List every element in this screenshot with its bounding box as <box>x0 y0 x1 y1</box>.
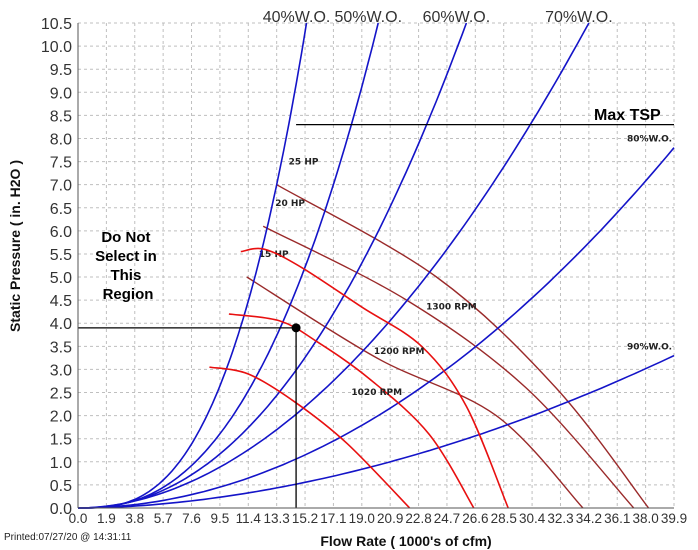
printed-timestamp: Printed:07/27/20 @ 14:31:11 <box>4 532 132 543</box>
chart-curves: 15 HP 20 HP 25 HP 40%W.O. 50%W.O. 60%W.O. 70%W… <box>77 9 675 509</box>
y-tick-label: 0.0 <box>50 501 72 518</box>
tick-labels: 0.0 1.9 3.8 5.7 7.6 9.5 11.4 13.3 15.2 17.1 19.0 20… <box>41 16 687 526</box>
region-label-line-4: Region <box>103 286 154 303</box>
x-tick-label: 38.0 <box>632 511 658 526</box>
wo-label-70-w-o: 70%W.O. <box>545 9 613 26</box>
x-tick-label: 5.7 <box>154 511 173 526</box>
hp-label-25-hp: 25 HP <box>289 158 319 168</box>
grid-lines <box>77 22 675 509</box>
x-tick-label: 3.8 <box>125 511 144 526</box>
rpm-curve-1300-rpm <box>240 247 509 509</box>
rpm-label-1300-rpm: 1300 RPM <box>426 302 477 312</box>
x-tick-label: 39.9 <box>661 511 687 526</box>
y-tick-label: 9.0 <box>50 85 72 102</box>
y-tick-label: 10.5 <box>41 16 72 33</box>
max-tsp-label: Max TSP <box>594 107 661 124</box>
system-curve-70-w-o <box>77 22 590 509</box>
region-label-line-3: This <box>110 267 141 284</box>
x-tick-label: 28.5 <box>491 511 517 526</box>
y-tick-label: 9.5 <box>50 62 72 79</box>
x-tick-label: 13.3 <box>264 511 290 526</box>
y-tick-label: 1.5 <box>50 432 72 449</box>
wo-label-50-w-o: 50%W.O. <box>334 9 402 26</box>
y-tick-label: 3.0 <box>50 362 72 379</box>
rpm-curve-1020-rpm <box>209 366 411 509</box>
x-tick-label: 30.4 <box>519 511 546 526</box>
x-tick-label: 32.3 <box>547 511 573 526</box>
y-tick-label: 4.5 <box>50 293 72 310</box>
hp-curve-25-hp <box>276 184 650 509</box>
rpm-curve-1200-rpm <box>228 313 475 509</box>
x-axis-title: Flow Rate ( 1000's of cfm) <box>320 533 491 549</box>
y-tick-label: 7.0 <box>50 178 72 195</box>
y-tick-label: 1.0 <box>50 455 72 472</box>
x-tick-label: 26.6 <box>462 511 488 526</box>
x-tick-label: 11.4 <box>236 511 262 526</box>
y-axis-title: Static Pressure ( in. H2O ) <box>7 160 23 332</box>
x-tick-label: 24.7 <box>434 511 460 526</box>
wo-label-40-w-o: 40%W.O. <box>263 9 331 26</box>
y-tick-label: 5.0 <box>50 270 72 287</box>
x-tick-label: 7.6 <box>182 511 201 526</box>
y-tick-label: 2.5 <box>50 386 72 403</box>
wo-label-60-w-o: 60%W.O. <box>423 9 491 26</box>
y-tick-label: 0.5 <box>50 478 72 495</box>
x-tick-label: 17.1 <box>320 511 346 526</box>
x-tick-label: 1.9 <box>97 511 116 526</box>
rpm-label-1200-rpm: 1200 RPM <box>374 347 425 357</box>
system-curve-90-w-o <box>78 354 675 509</box>
y-tick-label: 5.5 <box>50 247 72 264</box>
system-curve-60-w-o <box>78 22 468 509</box>
hp-label-20-hp: 20 HP <box>275 199 305 209</box>
y-tick-label: 2.0 <box>50 409 72 426</box>
y-tick-label: 7.5 <box>50 155 72 172</box>
hp-curve-20-hp <box>262 225 635 509</box>
x-tick-label: 22.8 <box>405 511 431 526</box>
x-tick-label: 34.2 <box>576 511 602 526</box>
x-tick-label: 19.0 <box>349 511 375 526</box>
y-tick-label: 10.0 <box>41 39 72 56</box>
region-label: Do Not Select in This Region <box>95 229 161 303</box>
rpm-label-1020-rpm: 1020 RPM <box>351 388 402 398</box>
region-label-line-1: Do Not <box>101 229 150 246</box>
y-tick-label: 6.5 <box>50 201 72 218</box>
region-label-line-2: Select in <box>95 248 157 265</box>
x-tick-label: 9.5 <box>211 511 230 526</box>
wo-label-80-w-o: 80%W.O. <box>627 135 672 145</box>
x-tick-label: 20.9 <box>377 511 403 526</box>
x-tick-label: 0.0 <box>69 511 88 526</box>
system-curve-80-w-o <box>78 147 675 509</box>
x-tick-label: 36.1 <box>604 511 630 526</box>
hp-label-15-hp: 15 HP <box>259 250 289 260</box>
y-tick-label: 4.0 <box>50 316 72 333</box>
hp-curve-15-hp <box>246 276 584 509</box>
operating-point-marker <box>291 323 301 333</box>
system-curve-40-w-o <box>78 22 308 509</box>
wo-label-90-w-o: 90%W.O. <box>627 343 672 353</box>
y-tick-label: 8.0 <box>50 131 72 148</box>
y-tick-label: 3.5 <box>50 339 72 356</box>
y-tick-label: 8.5 <box>50 108 72 125</box>
x-tick-label: 15.2 <box>292 511 318 526</box>
y-tick-label: 6.0 <box>50 224 72 241</box>
